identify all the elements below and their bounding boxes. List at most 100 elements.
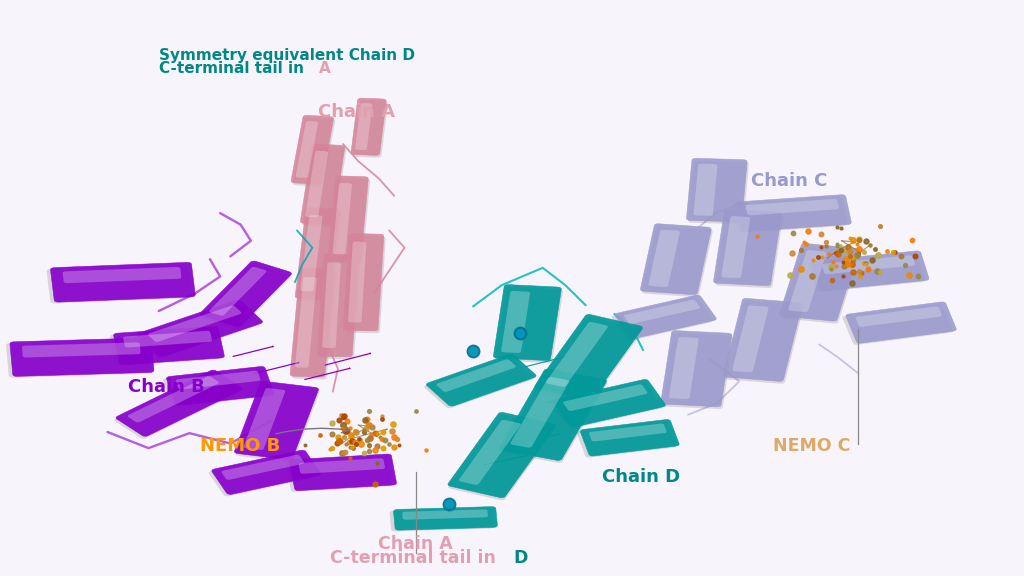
FancyBboxPatch shape <box>351 98 386 156</box>
FancyBboxPatch shape <box>116 370 243 437</box>
FancyBboxPatch shape <box>856 306 942 327</box>
FancyBboxPatch shape <box>732 305 769 372</box>
FancyBboxPatch shape <box>212 450 321 494</box>
FancyBboxPatch shape <box>296 121 318 178</box>
FancyBboxPatch shape <box>330 179 370 264</box>
FancyBboxPatch shape <box>163 368 270 407</box>
FancyBboxPatch shape <box>426 354 537 406</box>
FancyBboxPatch shape <box>209 267 266 316</box>
FancyBboxPatch shape <box>295 207 340 300</box>
FancyBboxPatch shape <box>788 250 826 312</box>
FancyBboxPatch shape <box>291 115 334 184</box>
FancyBboxPatch shape <box>624 300 700 324</box>
FancyBboxPatch shape <box>812 251 929 290</box>
FancyBboxPatch shape <box>200 264 291 329</box>
FancyBboxPatch shape <box>317 254 358 357</box>
Text: Symmetry equivalent Chain D: Symmetry equivalent Chain D <box>159 48 415 63</box>
FancyBboxPatch shape <box>348 241 367 323</box>
FancyBboxPatch shape <box>114 327 224 365</box>
FancyBboxPatch shape <box>353 101 388 158</box>
FancyBboxPatch shape <box>725 301 804 384</box>
FancyBboxPatch shape <box>688 161 749 224</box>
FancyBboxPatch shape <box>640 223 712 295</box>
FancyBboxPatch shape <box>660 331 732 407</box>
FancyBboxPatch shape <box>693 164 718 216</box>
FancyBboxPatch shape <box>328 176 369 262</box>
FancyBboxPatch shape <box>46 264 191 304</box>
FancyBboxPatch shape <box>319 256 360 359</box>
FancyBboxPatch shape <box>535 314 643 400</box>
FancyBboxPatch shape <box>745 199 839 215</box>
Text: A: A <box>318 61 330 76</box>
FancyBboxPatch shape <box>22 342 140 358</box>
FancyBboxPatch shape <box>449 415 556 501</box>
FancyBboxPatch shape <box>615 295 716 339</box>
FancyBboxPatch shape <box>295 277 316 367</box>
FancyBboxPatch shape <box>577 421 676 457</box>
FancyBboxPatch shape <box>779 244 859 321</box>
FancyBboxPatch shape <box>550 381 663 429</box>
FancyBboxPatch shape <box>297 210 341 302</box>
FancyBboxPatch shape <box>6 339 150 378</box>
FancyBboxPatch shape <box>563 384 647 411</box>
FancyBboxPatch shape <box>732 196 848 233</box>
FancyBboxPatch shape <box>302 146 346 227</box>
FancyBboxPatch shape <box>290 268 335 377</box>
Text: C-terminal tail in: C-terminal tail in <box>159 61 309 76</box>
FancyBboxPatch shape <box>389 508 494 532</box>
FancyBboxPatch shape <box>343 234 384 331</box>
FancyBboxPatch shape <box>290 454 396 491</box>
FancyBboxPatch shape <box>355 103 373 150</box>
FancyBboxPatch shape <box>345 236 386 333</box>
FancyBboxPatch shape <box>110 328 220 366</box>
FancyBboxPatch shape <box>333 183 352 255</box>
FancyBboxPatch shape <box>501 291 530 353</box>
FancyBboxPatch shape <box>686 158 748 222</box>
FancyBboxPatch shape <box>221 455 304 480</box>
FancyBboxPatch shape <box>299 458 385 473</box>
FancyBboxPatch shape <box>663 333 733 409</box>
FancyBboxPatch shape <box>176 371 260 389</box>
FancyBboxPatch shape <box>115 373 241 439</box>
Text: Chain D: Chain D <box>602 468 680 486</box>
FancyBboxPatch shape <box>715 212 783 288</box>
FancyBboxPatch shape <box>402 509 487 520</box>
FancyBboxPatch shape <box>553 380 666 427</box>
FancyBboxPatch shape <box>536 317 643 403</box>
FancyBboxPatch shape <box>495 287 563 363</box>
Text: Chain A: Chain A <box>317 103 395 122</box>
FancyBboxPatch shape <box>494 285 561 361</box>
FancyBboxPatch shape <box>447 412 556 498</box>
FancyBboxPatch shape <box>137 300 262 357</box>
FancyBboxPatch shape <box>843 304 952 345</box>
FancyBboxPatch shape <box>781 246 860 324</box>
FancyBboxPatch shape <box>286 456 392 492</box>
FancyBboxPatch shape <box>459 420 521 485</box>
FancyBboxPatch shape <box>236 384 319 462</box>
FancyBboxPatch shape <box>128 376 219 422</box>
FancyBboxPatch shape <box>642 226 713 297</box>
Text: C-terminal tail in: C-terminal tail in <box>330 550 502 567</box>
FancyBboxPatch shape <box>300 144 345 225</box>
FancyBboxPatch shape <box>736 195 851 232</box>
FancyBboxPatch shape <box>167 366 273 406</box>
FancyBboxPatch shape <box>500 372 607 463</box>
FancyBboxPatch shape <box>305 151 328 217</box>
FancyBboxPatch shape <box>134 302 260 359</box>
Text: Chain A: Chain A <box>379 535 453 553</box>
FancyBboxPatch shape <box>808 252 926 292</box>
FancyBboxPatch shape <box>200 261 292 327</box>
FancyBboxPatch shape <box>424 357 534 408</box>
FancyBboxPatch shape <box>721 216 751 278</box>
FancyBboxPatch shape <box>714 210 781 286</box>
FancyBboxPatch shape <box>209 452 317 497</box>
Text: Chain B: Chain B <box>128 378 205 396</box>
FancyBboxPatch shape <box>393 507 498 530</box>
FancyBboxPatch shape <box>822 255 915 274</box>
Text: Chain C: Chain C <box>751 172 827 191</box>
FancyBboxPatch shape <box>581 419 679 456</box>
FancyBboxPatch shape <box>300 215 323 291</box>
Text: NEMO B: NEMO B <box>200 426 349 456</box>
Text: NEMO C: NEMO C <box>773 437 851 456</box>
FancyBboxPatch shape <box>724 298 802 381</box>
